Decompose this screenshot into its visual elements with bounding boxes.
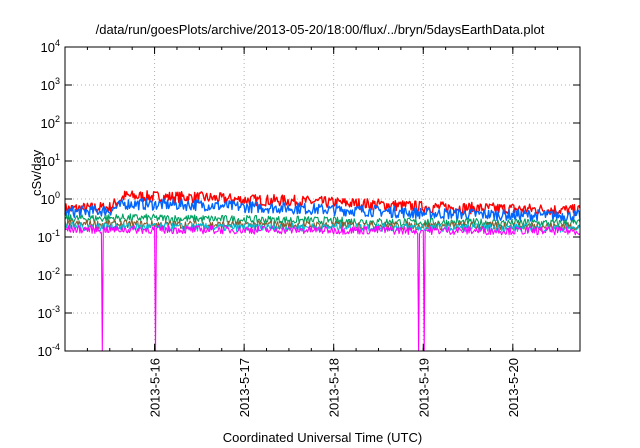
x-tick-label: 2013-5-18 (327, 358, 342, 417)
y-tick-label: 103 (41, 76, 60, 93)
y-tick-label: 104 (41, 38, 60, 55)
x-tick-label: 2013-5-19 (416, 358, 431, 417)
y-tick-label: 101 (41, 152, 60, 169)
y-axis-label: cSv/day (29, 149, 44, 196)
series-line-6 (64, 224, 581, 352)
x-tick-label: 2013-5-17 (237, 358, 252, 417)
x-tick-label: 2013-5-16 (148, 358, 163, 417)
y-tick-label: 10-2 (38, 266, 60, 283)
y-tick-label: 102 (41, 114, 60, 131)
series-line-1 (64, 190, 581, 217)
axis-ticks: 10-4 10-3 10-2 10-1 100 101 102 103 104 2013-5-16… (38, 38, 581, 417)
series-line-2 (64, 197, 581, 222)
y-tick-label: 10-4 (38, 342, 60, 359)
x-tick-label: 2013-5-20 (506, 358, 521, 417)
y-tick-label: 10-3 (38, 304, 60, 321)
chart-title: /data/run/goesPlots/archive/2013-05-20/1… (95, 22, 545, 37)
y-tick-label: 100 (41, 190, 60, 207)
plot-area (64, 190, 581, 352)
y-tick-label: 10-1 (38, 228, 60, 245)
series-line-4 (64, 219, 581, 231)
x-axis-label: Coordinated Universal Time (UTC) (222, 430, 423, 445)
series-line-5 (64, 221, 581, 233)
